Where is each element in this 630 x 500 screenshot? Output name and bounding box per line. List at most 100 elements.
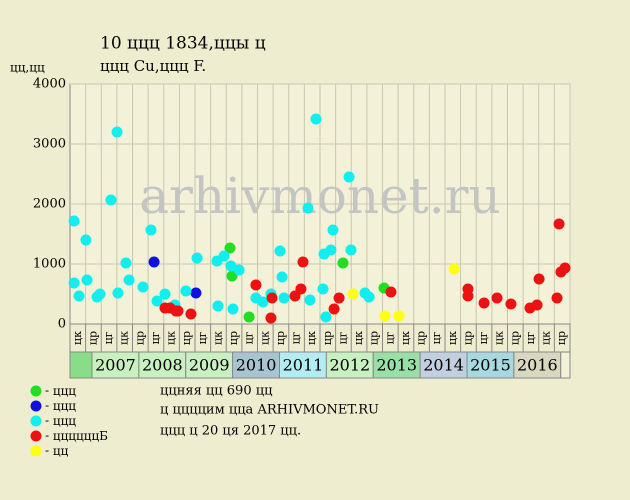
x-tick-label: цг bbox=[383, 331, 396, 344]
x-tick-label: цк bbox=[399, 331, 412, 345]
point bbox=[151, 295, 163, 307]
x-tick-label: цр bbox=[227, 331, 240, 345]
year-cell bbox=[419, 351, 468, 379]
point bbox=[233, 264, 245, 276]
legend-label: - ццц bbox=[45, 399, 76, 413]
point bbox=[137, 281, 149, 293]
x-tick-label: цк bbox=[446, 331, 459, 345]
point bbox=[243, 311, 255, 323]
x-tick-label: цк bbox=[352, 331, 365, 345]
y-axis-label: цц,цц bbox=[10, 61, 45, 75]
legend-marker bbox=[30, 445, 42, 457]
point bbox=[379, 310, 391, 322]
x-tick-label: цк bbox=[540, 331, 553, 345]
x-tick-label: цк bbox=[493, 331, 506, 345]
year-label: 2007 bbox=[95, 356, 136, 375]
year-label: 2015 bbox=[470, 356, 511, 375]
point bbox=[393, 310, 405, 322]
point bbox=[148, 256, 160, 268]
point bbox=[180, 285, 192, 297]
point bbox=[218, 250, 230, 262]
point bbox=[68, 215, 80, 227]
point bbox=[172, 305, 184, 317]
point bbox=[227, 303, 239, 315]
point bbox=[111, 126, 123, 138]
point bbox=[185, 308, 197, 320]
point bbox=[225, 260, 237, 272]
legend-marker bbox=[30, 430, 42, 442]
x-tick-label: цк bbox=[211, 331, 224, 345]
point bbox=[295, 283, 307, 295]
x-tick-label: цр bbox=[555, 331, 568, 345]
legend-marker bbox=[30, 415, 42, 427]
legend-name: ццццццБ bbox=[53, 429, 108, 443]
point bbox=[343, 171, 355, 183]
x-tick-label: цг bbox=[290, 331, 303, 344]
point bbox=[337, 257, 349, 269]
point bbox=[81, 274, 93, 286]
legend-name: ццц bbox=[53, 384, 76, 398]
x-tick-label: цр bbox=[321, 331, 334, 345]
point bbox=[533, 273, 545, 285]
point bbox=[224, 242, 236, 254]
year-label: 2014 bbox=[423, 356, 464, 375]
point bbox=[265, 312, 277, 324]
x-tick-label: цг bbox=[524, 331, 537, 344]
x-tick-label: цк bbox=[71, 331, 84, 345]
y-tick-label: 1000 bbox=[33, 257, 66, 272]
point bbox=[491, 292, 503, 304]
point bbox=[297, 256, 309, 268]
note: ццняя цц 690 цц bbox=[160, 384, 272, 399]
legend-name: ццц bbox=[53, 414, 76, 428]
point bbox=[80, 234, 92, 246]
year-cell bbox=[69, 351, 93, 379]
point bbox=[191, 252, 203, 264]
chart-title: 10 ццц 1834,ццы ц bbox=[100, 34, 266, 54]
chart-subtitle: ццц Cu,ццц F. bbox=[100, 57, 206, 75]
x-tick-label: цк bbox=[258, 331, 271, 345]
legend-name: ццц bbox=[53, 399, 76, 413]
year-label: 2013 bbox=[376, 356, 417, 375]
x-tick-label: цк bbox=[165, 331, 178, 345]
x-tick-label: цк bbox=[118, 331, 131, 345]
point bbox=[325, 244, 337, 256]
x-tick-label: цг bbox=[243, 331, 256, 344]
point bbox=[159, 288, 171, 300]
point bbox=[123, 274, 135, 286]
point bbox=[553, 218, 565, 230]
point bbox=[333, 292, 345, 304]
point bbox=[120, 257, 132, 269]
point bbox=[478, 297, 490, 309]
x-tick-label: цг bbox=[336, 331, 349, 344]
x-tick-label: цр bbox=[180, 331, 193, 345]
x-tick-label: цк bbox=[305, 331, 318, 345]
point bbox=[190, 287, 202, 299]
point bbox=[304, 294, 316, 306]
point bbox=[94, 288, 106, 300]
point bbox=[212, 300, 224, 312]
point bbox=[250, 279, 262, 291]
point bbox=[145, 224, 157, 236]
point bbox=[257, 296, 269, 308]
point bbox=[73, 290, 85, 302]
point bbox=[68, 277, 80, 289]
point bbox=[105, 194, 117, 206]
x-tick-label: цг bbox=[196, 331, 209, 344]
year-label: 2009 bbox=[189, 356, 230, 375]
point bbox=[112, 287, 124, 299]
year-label: 2016 bbox=[517, 356, 558, 375]
year-label: 2012 bbox=[329, 356, 370, 375]
year-cell bbox=[325, 351, 374, 379]
x-tick-label: цр bbox=[368, 331, 381, 345]
point bbox=[278, 292, 290, 304]
y-tick-label: 2000 bbox=[33, 197, 66, 212]
year-cell bbox=[560, 351, 571, 379]
x-tick-label: цг bbox=[149, 331, 162, 344]
point bbox=[302, 202, 314, 214]
x-tick-label: цг bbox=[477, 331, 490, 344]
legend-marker bbox=[30, 385, 42, 397]
y-tick-label: 3000 bbox=[33, 137, 66, 152]
point bbox=[266, 292, 278, 304]
x-tick-label: цр bbox=[86, 331, 99, 345]
